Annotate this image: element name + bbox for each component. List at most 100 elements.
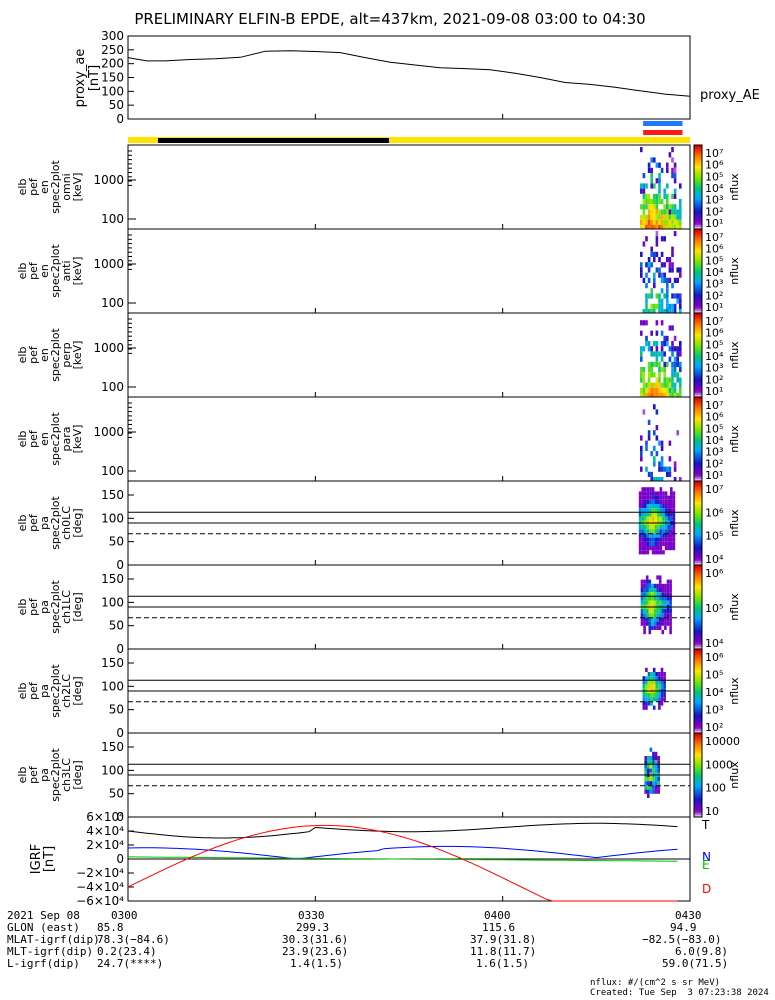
spectrogram-cell (668, 466, 672, 472)
spectrogram-cell (653, 592, 657, 597)
spectrogram-cell (652, 764, 655, 769)
spectrogram-cell (657, 760, 660, 765)
colorbar-5: 10⁶ 10⁵ 10⁴ nflux (693, 564, 741, 650)
spectrogram-cell (650, 361, 653, 367)
colorbar-cell (694, 407, 702, 411)
colorbar-cell (694, 359, 702, 362)
spectrogram-cell (642, 277, 646, 283)
spectrogram-cell (659, 541, 663, 546)
spectrogram-cell (640, 267, 643, 273)
panel-frame (127, 228, 691, 314)
colorbar-cell (694, 783, 702, 787)
spectrogram-cell (641, 508, 644, 513)
colorbar-cell (694, 403, 702, 406)
spectrogram-cell (647, 367, 651, 373)
spectrogram-cell (671, 219, 674, 225)
spectrogram-cell (646, 504, 650, 509)
spectrogram-cell (657, 550, 660, 555)
spectrogram-cell (653, 588, 657, 593)
colorbar-cell (694, 701, 702, 705)
igrf-ylabel: IGRF[nT] (29, 844, 57, 874)
colorbar-cell (694, 285, 702, 289)
spectrogram-cell (641, 541, 644, 546)
spectrogram-cell (656, 583, 659, 588)
colorbar-cell (694, 682, 702, 686)
spectrogram-cell (664, 546, 668, 551)
colorbar-cell (694, 588, 702, 591)
spectrogram-cell (643, 617, 646, 622)
spectrogram-cell (660, 693, 664, 698)
ytick-label: 250 (101, 43, 124, 57)
colorbar-cell (694, 703, 702, 707)
ytick-label: 150 (101, 656, 124, 670)
spectrogram-cell (667, 525, 670, 530)
spectrogram-cell (660, 251, 664, 257)
spectrogram-cell (649, 760, 653, 765)
spectrogram-cell (666, 341, 669, 347)
spectrogram-cell (660, 356, 664, 362)
spectrogram-cell (647, 680, 651, 685)
spectrogram-cell (658, 272, 661, 278)
colorbar-cell (694, 625, 702, 629)
colorbar-label: 10² (705, 373, 723, 386)
colorbar-cell (694, 184, 702, 188)
colorbar-cell (694, 214, 702, 217)
spectrogram-cell (642, 676, 646, 681)
spectrogram-cell (651, 596, 654, 601)
spectrogram-cell (666, 600, 670, 605)
spectrogram-cell (647, 393, 651, 399)
spectrogram-cell (655, 204, 659, 210)
colorbar-label: 10⁴ (705, 350, 724, 363)
ylabel-line: elb (16, 599, 29, 616)
spectrogram-cell (679, 382, 682, 388)
spectrogram-cell (647, 435, 651, 441)
colorbar-cell (694, 642, 702, 646)
spectrogram-cell (640, 356, 643, 362)
spectrogram-cell (643, 609, 646, 614)
spectrogram-cell (666, 579, 670, 584)
spectrogram-cell (655, 451, 659, 457)
colorbar-cell (694, 558, 702, 562)
colorbar-cell (694, 787, 702, 791)
colorbar-cell (694, 808, 702, 812)
spectrogram-cell (676, 298, 679, 304)
colorbar-label: 10⁵ (705, 669, 723, 682)
colorbar-cell (694, 245, 702, 249)
spectrogram-cell (660, 667, 664, 672)
ylabel-line: [keV] (71, 341, 84, 370)
spectrogram-cell (655, 193, 659, 199)
spectrogram-cell (645, 341, 648, 347)
spectrogram-cell (660, 367, 664, 373)
colorbar-cell (694, 180, 702, 184)
spectrogram-cell (664, 504, 668, 509)
spectrogram-cell (658, 609, 662, 614)
spectrogram-cell (658, 293, 661, 299)
colorbar-cell (694, 394, 702, 398)
spectrogram-cell (641, 504, 644, 509)
spectrogram-cell (650, 693, 653, 698)
colorbar-label: 10⁵ (705, 338, 723, 351)
colorbar-unit-text: nflux (728, 425, 741, 453)
colorbar-cell (694, 182, 702, 186)
spectrogram-cell (642, 346, 646, 352)
colorbar-label: 10⁶ (705, 159, 724, 172)
colorbar-cell (694, 247, 702, 251)
spectrogram-cell (638, 529, 642, 534)
spectrogram-cell (658, 361, 661, 367)
spectrogram-cell (666, 471, 669, 477)
colorbar-cell (694, 663, 702, 667)
colorbar-cell (694, 321, 702, 325)
spectrogram-cell (644, 512, 647, 517)
spectrogram-cell (647, 756, 650, 761)
spectrogram-cell (676, 277, 679, 283)
colorbar-cell (694, 657, 702, 661)
spectrogram-cell (667, 537, 670, 542)
row-value: 299.3 (296, 921, 330, 934)
colorbar-cell (694, 550, 702, 553)
spectrogram-cell (676, 393, 679, 399)
colorbar-7: 10000 1000 100 10 nflux (693, 732, 741, 818)
colorbar-cell (694, 342, 702, 346)
colorbar-cell (694, 273, 702, 276)
spectrogram-cell (647, 214, 651, 220)
colorbar-cell (694, 243, 702, 247)
